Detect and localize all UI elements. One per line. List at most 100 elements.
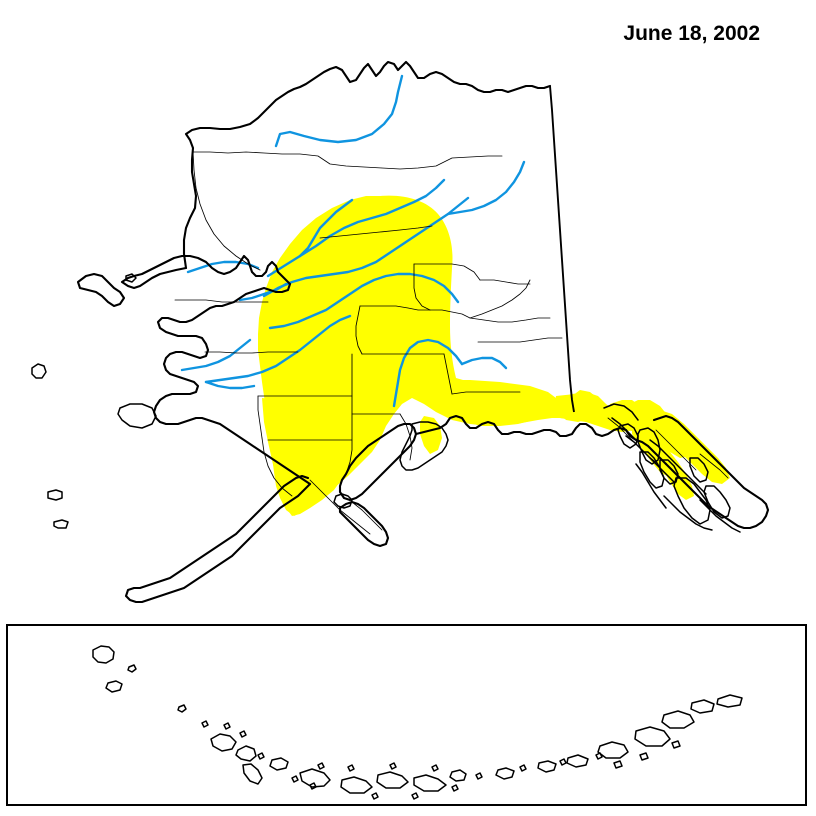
alaska-main-map xyxy=(31,60,770,604)
inset-islet-group17 xyxy=(239,730,247,738)
map-title-date: June 18, 2002 xyxy=(623,22,760,45)
inset-islet-group11 xyxy=(309,782,317,790)
island-nunivak xyxy=(117,403,157,429)
island-pribilof-st-paul xyxy=(47,489,63,501)
inset-islet-group4 xyxy=(431,764,439,772)
drought-area-kenai-east xyxy=(420,416,442,454)
borough-line-nw-arctic xyxy=(192,151,261,271)
inset-island-agattu xyxy=(661,710,695,729)
island-pribilof-st-george xyxy=(53,519,69,529)
coast-mitkof-wrangell xyxy=(689,457,709,483)
borough-line-wrangell-s xyxy=(477,337,563,343)
inset-island-rat1 xyxy=(537,760,557,773)
coast-alaska-peninsula xyxy=(124,474,312,604)
island-little-diomede xyxy=(125,273,137,283)
inset-islet-group1 xyxy=(317,762,325,770)
inset-islet-group7 xyxy=(559,758,567,766)
borough-line-fairbanks-s xyxy=(429,309,471,319)
inset-frame-box xyxy=(6,624,807,806)
inset-island-semichi xyxy=(690,699,715,714)
coast-chichagof-island xyxy=(617,423,639,449)
borough-line-fairbanks-n xyxy=(413,263,481,281)
borough-line-valdez-cordova xyxy=(451,391,521,395)
borough-line-denali-n xyxy=(359,305,431,311)
inset-island-umnak xyxy=(242,763,263,785)
inset-island-chuginadak xyxy=(269,757,289,771)
inset-islet-group10 xyxy=(291,775,299,783)
inset-islet-group6 xyxy=(519,764,527,772)
inset-island-andreanof2 xyxy=(413,774,447,792)
inset-island-small1 xyxy=(177,704,187,713)
inset-islet-group2 xyxy=(347,764,355,772)
coast-north-slope xyxy=(182,60,552,270)
coast-afognak-island xyxy=(333,493,353,509)
coast-west-alaska xyxy=(120,254,312,486)
coast-kodiak-island xyxy=(338,500,390,548)
river-koyukuk xyxy=(298,198,354,258)
river-kuskokwim xyxy=(204,314,352,384)
river-porcupine xyxy=(446,160,526,216)
inset-islet-group12 xyxy=(371,792,379,800)
coast-panhandle-detail4 xyxy=(663,495,713,531)
aleutian-islands-inset xyxy=(0,615,816,816)
inset-island-rat2 xyxy=(566,754,589,768)
coast-kenai-body xyxy=(399,421,449,471)
borough-line-seward-pen xyxy=(174,299,269,303)
river-kuskokwim-lower xyxy=(204,380,256,390)
coast-panhandle-detail3 xyxy=(649,439,707,495)
inset-island-andreanof1 xyxy=(376,771,409,789)
coast-revillagigedo xyxy=(703,485,731,519)
inset-islet-group20 xyxy=(671,740,681,749)
coast-panhandle-detail7 xyxy=(611,417,637,441)
inset-island-st-paul xyxy=(92,645,115,664)
inset-island-unalaska xyxy=(235,745,257,762)
coast-prince-of-wales xyxy=(673,477,711,525)
borough-line-kusko-w xyxy=(257,395,263,439)
inset-islet-group13 xyxy=(411,792,419,800)
river-copper xyxy=(460,356,508,370)
borough-line-panhandle3 xyxy=(699,453,729,479)
inset-island-st-george xyxy=(105,680,123,693)
borough-line-bethel-n xyxy=(204,351,299,354)
inset-islet-group8 xyxy=(595,752,603,760)
inset-islet-group15 xyxy=(201,720,209,728)
inset-islet-group19 xyxy=(639,752,649,761)
borough-line-fairbanks-w xyxy=(413,263,431,311)
inset-island-near1 xyxy=(597,741,629,759)
inset-island-unimak xyxy=(210,733,237,752)
coast-kuiu-island xyxy=(659,459,679,485)
borough-line-se-fairbanks xyxy=(469,279,531,319)
island-st-lawrence xyxy=(76,272,126,308)
inset-islet-group3 xyxy=(389,762,397,770)
inset-island-atka xyxy=(299,768,331,788)
inset-island-otter xyxy=(127,664,137,673)
inset-islet-group14 xyxy=(451,784,459,792)
inset-island-amchitka xyxy=(495,767,515,780)
inset-island-far-east xyxy=(716,694,743,708)
inset-islet-group18 xyxy=(613,760,623,769)
inset-island-adak xyxy=(340,776,373,794)
coast-baranof-island xyxy=(639,451,665,489)
inset-islet-group16 xyxy=(223,722,231,730)
inset-island-attu xyxy=(634,726,671,747)
borough-line-northslope-south xyxy=(192,151,503,170)
coast-panhandle-detail1 xyxy=(603,403,639,421)
coast-panhandle-outer xyxy=(652,414,770,530)
borough-line-kodiak xyxy=(351,501,383,531)
island-king xyxy=(31,363,47,379)
borough-line-denali-w xyxy=(355,305,363,355)
river-susitna xyxy=(392,338,464,408)
coast-cook-inlet-kenai xyxy=(338,422,418,502)
borough-line-copper-center xyxy=(479,279,531,285)
borough-line-yukon-koyukuk-n xyxy=(319,225,433,239)
aleutian-coastline-layer xyxy=(92,645,743,800)
coast-panhandle-detail5 xyxy=(699,499,741,533)
borough-line-matsu-e xyxy=(443,353,453,395)
river-yukon-middle xyxy=(262,196,470,298)
river-yukon-delta xyxy=(180,338,252,372)
coastline-layer xyxy=(31,60,770,604)
river-kobuk xyxy=(238,282,288,302)
river-colville xyxy=(274,74,404,148)
inset-islet-group9 xyxy=(257,752,265,760)
